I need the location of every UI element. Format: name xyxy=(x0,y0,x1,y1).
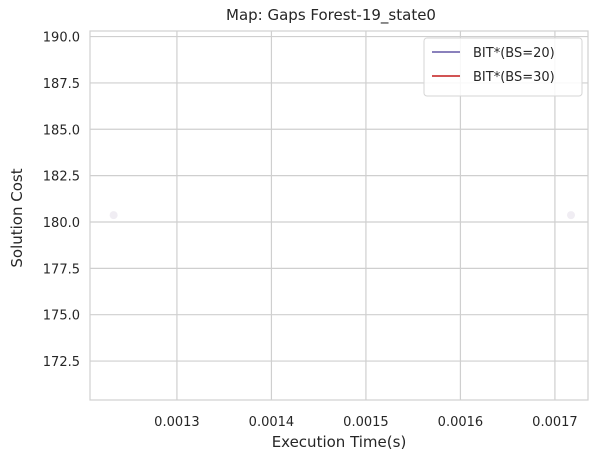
y-tick-label: 180.0 xyxy=(43,216,80,231)
y-tick-label: 185.0 xyxy=(43,123,80,138)
x-axis-label: Execution Time(s) xyxy=(272,433,407,451)
x-tick-label: 0.0015 xyxy=(343,415,389,430)
y-tick-label: 182.5 xyxy=(43,170,80,185)
x-tick-label: 0.0017 xyxy=(532,415,578,430)
legend: BIT*(BS=20) BIT*(BS=30) xyxy=(423,37,583,97)
plot-data xyxy=(109,211,575,220)
data-point xyxy=(109,211,118,220)
x-tick-label: 0.0014 xyxy=(249,415,295,430)
legend-box xyxy=(423,37,583,97)
y-tick-label: 177.5 xyxy=(43,262,80,277)
y-tick-label: 190.0 xyxy=(43,31,80,46)
legend-entry-label: BIT*(BS=30) xyxy=(473,70,555,85)
tick-labels: 0.0013 0.0014 0.0015 0.0016 0.0017 172.5 175.0… xyxy=(43,31,578,430)
x-tick-label: 0.0016 xyxy=(438,415,484,430)
grid xyxy=(90,31,588,400)
x-tick-label: 0.0013 xyxy=(154,415,200,430)
plot-border xyxy=(89,30,589,401)
chart-title: Map: Gaps Forest-19_state0 xyxy=(226,6,436,25)
y-axis-label: Solution Cost xyxy=(8,168,26,267)
y-tick-label: 172.5 xyxy=(43,355,80,370)
legend-entry-label: BIT*(BS=20) xyxy=(473,46,555,61)
plot-frame xyxy=(89,30,589,401)
y-tick-label: 187.5 xyxy=(43,77,80,92)
y-tick-label: 175.0 xyxy=(43,309,80,324)
data-point xyxy=(566,211,575,220)
